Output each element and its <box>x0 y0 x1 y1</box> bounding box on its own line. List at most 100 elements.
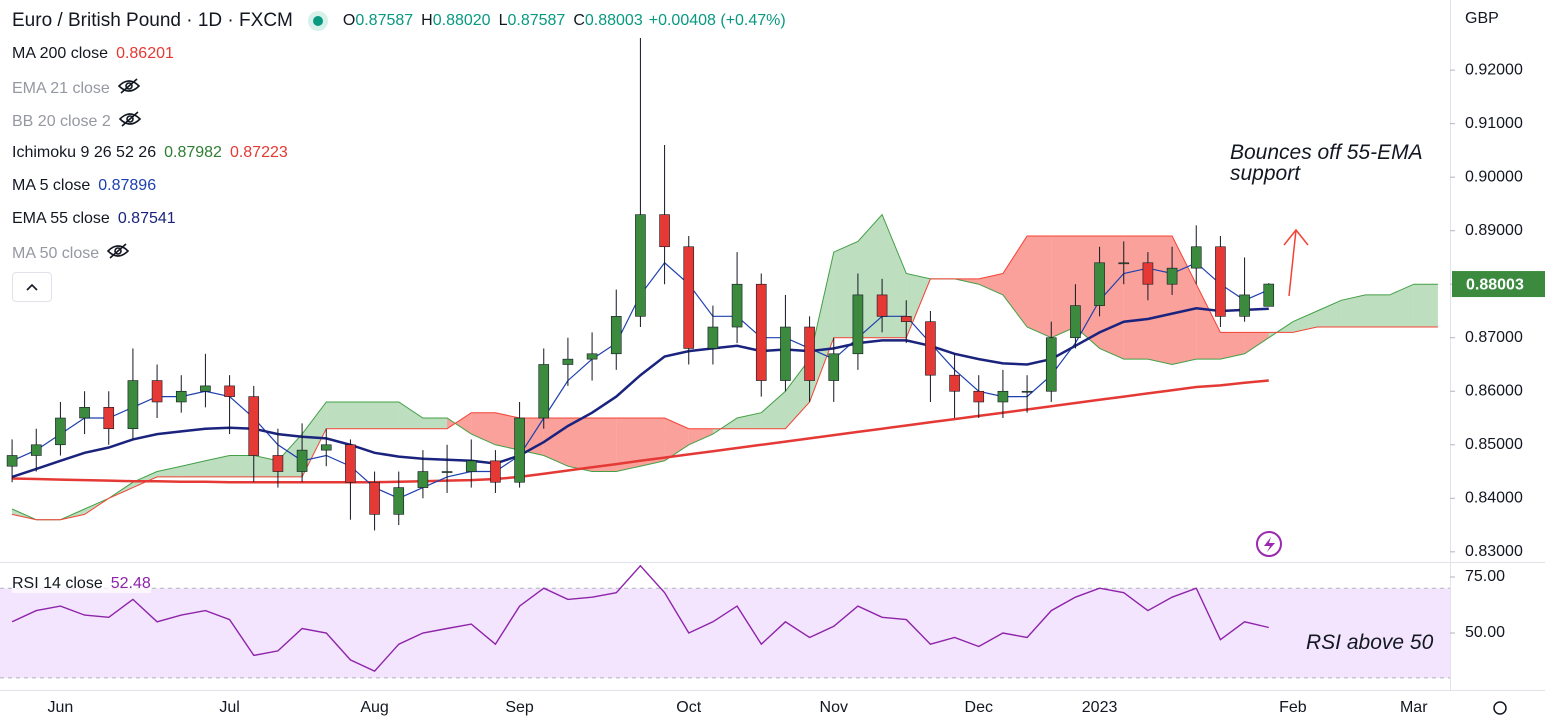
cloud-segment <box>1220 332 1245 360</box>
cloud-segment <box>229 455 254 477</box>
indicator-line <box>12 379 1269 484</box>
legend-row: MA 5 close 0.87896 <box>12 177 156 195</box>
candle-body <box>780 326 791 381</box>
legend-row: MA 50 close <box>12 243 130 264</box>
candle-body <box>1166 267 1178 285</box>
candle-body <box>659 214 670 248</box>
hidden-eye-icon[interactable] <box>107 243 130 264</box>
last-price-box <box>1452 271 1545 298</box>
cloud-segment <box>1244 332 1269 354</box>
cloud-span-b <box>11 235 1438 521</box>
cloud-segment <box>181 460 206 477</box>
candle-body <box>610 316 622 355</box>
cloud-segment <box>616 418 641 472</box>
legend-row: BB 20 close 2 <box>12 111 141 132</box>
cloud-segment <box>374 401 399 429</box>
y-tick-label: 0.85000 <box>1465 436 1523 453</box>
cloud-segment <box>205 455 230 477</box>
symbol-title: Euro / British Pound · 1D · FXCM <box>12 10 293 31</box>
y-tick-label: 0.83000 <box>1465 543 1523 560</box>
cloud-segment <box>978 273 1003 295</box>
ohlc-key: O <box>342 12 356 29</box>
y-tick-label: 50.00 <box>1465 624 1505 641</box>
legend-name: EMA 55 close <box>12 210 110 227</box>
candle-body <box>852 294 864 355</box>
hidden-eye-icon[interactable] <box>117 78 140 99</box>
candle-body <box>925 321 936 376</box>
cloud-segment <box>567 418 593 472</box>
candle-body <box>1118 262 1130 265</box>
y-tick-label: 0.91000 <box>1465 115 1523 132</box>
candle-body <box>272 455 284 472</box>
cloud-segment <box>132 471 158 488</box>
hidden-eye-icon[interactable] <box>118 111 141 132</box>
candle-body <box>1263 283 1275 307</box>
ohlc-key: H <box>421 12 433 29</box>
candle-body <box>949 374 960 392</box>
annotation: RSI above 50 <box>1306 631 1434 654</box>
candle-body <box>1094 262 1105 306</box>
cloud-segment <box>688 428 713 445</box>
candle-body <box>296 449 308 472</box>
cloud-segment <box>833 241 858 338</box>
candle-body <box>30 444 42 456</box>
candle-body <box>562 358 574 365</box>
collapse-button[interactable] <box>12 272 52 302</box>
candle-body <box>175 390 187 403</box>
x-tick-label: Oct <box>676 699 701 716</box>
change: +0.00408 (+0.47%) <box>648 12 786 29</box>
events-icon[interactable] <box>1256 531 1282 557</box>
ohlc-key: L <box>498 12 508 29</box>
legend-row: EMA 21 close <box>12 78 140 99</box>
candle-body <box>586 353 598 360</box>
candle-body <box>1045 337 1057 392</box>
cloud-segment <box>326 401 351 429</box>
legend-row: EMA 55 close 0.87541 <box>12 210 176 228</box>
candle-body <box>248 396 260 456</box>
rsi-band <box>0 588 1450 678</box>
legend-name: EMA 21 close <box>12 79 110 97</box>
cloud-segment <box>1027 236 1052 338</box>
cloud-segment <box>471 412 496 445</box>
candle-body <box>1142 262 1154 285</box>
ohlc-key: C <box>573 12 585 29</box>
x-tick-label: Aug <box>360 699 388 716</box>
settings-icon[interactable] <box>1493 701 1507 715</box>
candle-body <box>731 283 743 328</box>
cloud-segment <box>302 401 327 477</box>
candle-body <box>200 385 211 392</box>
last-price-label: 0.88003 <box>1466 276 1524 293</box>
legend-row: MA 200 close 0.86201 <box>12 45 174 63</box>
rsi-legend: RSI 14 close 52.48 <box>12 575 151 593</box>
candle-body <box>514 417 525 483</box>
cloud-segment <box>398 401 423 429</box>
ohlc-item: C0.88003 <box>573 12 642 30</box>
cloud-segment <box>1099 236 1124 360</box>
candle-body <box>369 481 380 515</box>
x-tick-label: Nov <box>820 699 848 716</box>
header: Euro / British Pound · 1D · FXCM O0.8758… <box>12 10 786 32</box>
ohlc-value: 0.88003 <box>584 12 643 29</box>
cloud-segment <box>592 418 617 472</box>
cloud-segment <box>1317 300 1342 328</box>
cloud-segment <box>1002 236 1028 328</box>
annotation-line: Bounces off 55-EMA <box>1230 141 1423 164</box>
indicator-line <box>11 307 1269 479</box>
candle-body <box>997 390 1009 403</box>
legend-value: 0.86201 <box>116 45 174 62</box>
candle-body <box>127 380 139 430</box>
currency[interactable]: GBP <box>1465 10 1499 27</box>
cloud-segment <box>1365 294 1390 328</box>
legend-value: 0.87982 <box>164 144 222 161</box>
candle-body <box>876 294 888 317</box>
candle-body <box>1215 246 1226 317</box>
x-tick-label: Feb <box>1279 699 1307 716</box>
cloud-segment <box>737 412 762 429</box>
candle-body <box>1021 390 1033 393</box>
rsi-name: RSI 14 close <box>12 575 103 592</box>
x-tick-label: Jul <box>219 699 239 716</box>
cloud-segment <box>495 412 520 451</box>
candle-body <box>683 246 695 349</box>
